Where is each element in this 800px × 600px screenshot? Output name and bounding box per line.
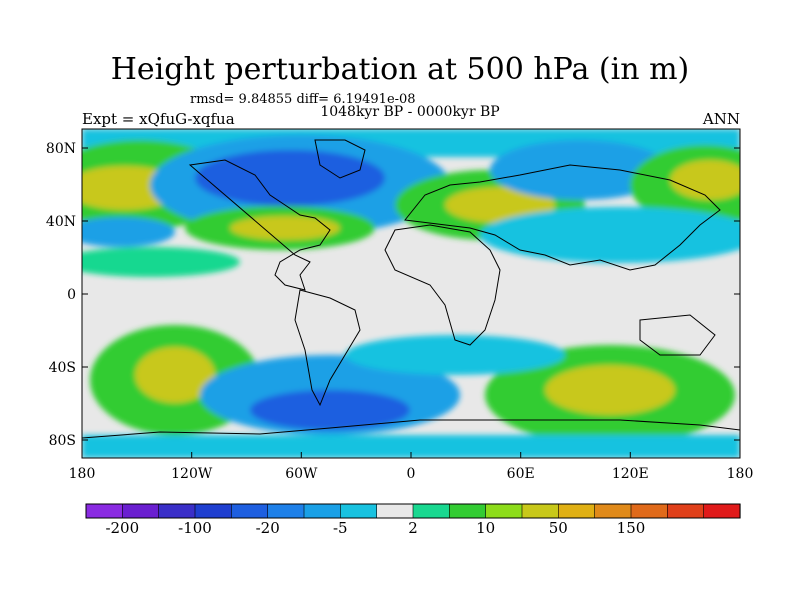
colorbar-label-7: 150: [617, 519, 646, 537]
colorbar-swatch: [85, 503, 123, 519]
lat-label-80s: 80S: [49, 433, 76, 449]
colorbar-swatch: [485, 503, 523, 519]
colorbar-label-2: -20: [256, 519, 280, 537]
lat-tick-marks: [82, 147, 740, 441]
colorbar-frame: [85, 503, 741, 519]
colorbar-swatch: [449, 503, 487, 519]
colorbar-label-1: -100: [178, 519, 212, 537]
field-antarctic-band: [82, 435, 740, 458]
colorbar-labels: -200 -100 -20 -5 2 10 50 150: [105, 519, 645, 537]
lat-label-40n: 40N: [46, 214, 76, 230]
lat-label-40s: 40S: [49, 360, 76, 376]
lon-label-180e: 180: [727, 466, 754, 482]
colorbar-label-0: -200: [105, 519, 139, 537]
colorbar-swatch: [521, 503, 559, 519]
colorbar-swatch: [122, 503, 160, 519]
coast-north-america: [188, 159, 331, 291]
colorbar-swatch: [376, 503, 414, 519]
coast-australia: [639, 314, 716, 356]
colorbar-swatch: [630, 503, 668, 519]
field-west-low: [82, 217, 175, 247]
lon-label-60e: 60E: [507, 466, 535, 482]
lon-label-120e: 120E: [612, 466, 649, 482]
colorbar-label-4: 2: [408, 519, 418, 537]
colorbar-swatch: [703, 503, 741, 519]
coast-eurasia: [404, 164, 721, 271]
coast-greenland: [314, 139, 366, 179]
field-siberia-low: [490, 140, 670, 200]
coast-africa: [384, 224, 501, 346]
colorbar: [85, 503, 741, 519]
lat-label-80n: 80N: [46, 141, 76, 157]
stats-label: rmsd= 9.84855 diff= 6.19491e-08: [190, 92, 416, 107]
map-field: [82, 129, 740, 458]
chart-title: Height perturbation at 500 hPa (in m): [110, 52, 690, 87]
lon-tick-marks: [191, 452, 631, 458]
field-south-atlantic-core: [250, 390, 410, 430]
lon-label-0: 0: [407, 466, 416, 482]
field-tropical-patch: [82, 247, 240, 277]
colorbar-label-3: -5: [333, 519, 348, 537]
field-indian-ocean-core: [545, 365, 675, 415]
lon-label-60w: 60W: [285, 466, 318, 482]
colorbar-swatch: [158, 503, 196, 519]
lon-tick-labels: 180 120W 60W 0 60E 120E 180: [69, 466, 754, 482]
colorbar-swatch: [594, 503, 632, 519]
lon-label-120w: 120W: [171, 466, 213, 482]
lat-label-0: 0: [67, 287, 76, 303]
colorbar-swatch: [558, 503, 596, 519]
field-us-core: [230, 216, 340, 240]
experiment-label: Expt = xQfuG-xqfua: [82, 110, 235, 128]
colorbar-swatch: [340, 503, 378, 519]
colorbar-swatch: [303, 503, 341, 519]
field-atlantic-core: [195, 150, 385, 206]
coast-antarctica: [82, 419, 740, 439]
field-south-pacific-core: [135, 347, 215, 403]
colorbar-swatch: [194, 503, 232, 519]
colorbar-swatch: [267, 503, 305, 519]
colorbar-swatch: [412, 503, 450, 519]
period-label: 1048kyr BP - 0000kyr BP: [320, 104, 500, 120]
colorbar-label-5: 10: [476, 519, 495, 537]
coast-south-america: [294, 289, 361, 407]
colorbar-swatch: [667, 503, 705, 519]
lon-label-180w: 180: [69, 466, 96, 482]
lat-tick-labels: 80N 40N 0 40S 80S: [46, 141, 76, 449]
field-asia-low: [480, 207, 740, 263]
field-nepacific-core: [670, 160, 740, 200]
colorbar-swatch: [231, 503, 269, 519]
colorbar-label-6: 50: [549, 519, 568, 537]
coastlines: [82, 139, 740, 439]
season-label: ANN: [702, 110, 740, 128]
field-south-belt-low: [345, 335, 565, 375]
